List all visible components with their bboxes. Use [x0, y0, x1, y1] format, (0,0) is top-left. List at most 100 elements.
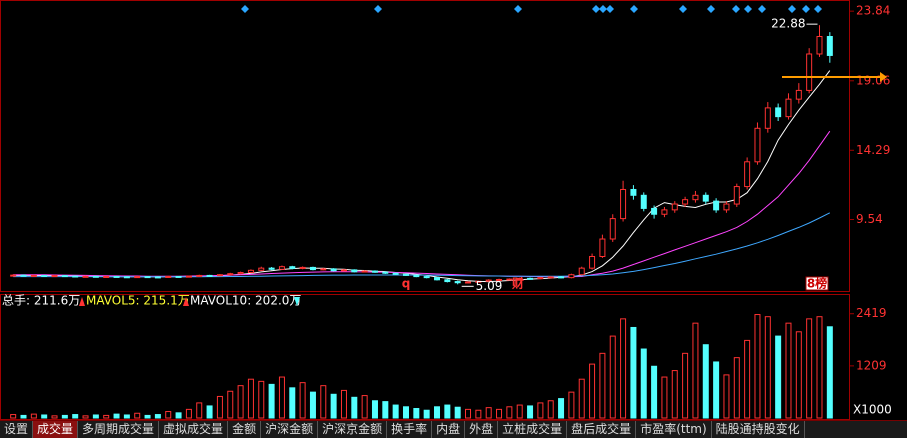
tab[interactable]: 立桩成交量	[498, 421, 568, 438]
event-diamond	[630, 5, 638, 13]
y-tick-label: 2419	[856, 306, 887, 320]
candle-body	[682, 199, 689, 205]
tab[interactable]: 多周期成交量	[78, 421, 160, 438]
candle-body	[227, 273, 234, 276]
volume-bar	[775, 335, 782, 419]
annotation-box	[805, 276, 829, 291]
event-diamond	[606, 5, 614, 13]
candle-body	[444, 279, 451, 283]
volume-bar	[299, 382, 306, 419]
volume-legend: MAVOL10: 202.0万	[190, 294, 301, 308]
tab[interactable]: 市盈率(ttm)	[636, 421, 712, 438]
event-diamond	[758, 5, 766, 13]
y-tick-label: 9.54	[856, 212, 883, 226]
volume-bar	[196, 402, 203, 419]
candle-body	[206, 274, 213, 277]
candle-body	[723, 203, 730, 211]
volume-bar	[216, 395, 223, 419]
candle-body	[10, 274, 17, 277]
event-diamond	[592, 5, 600, 13]
candle-body	[423, 276, 430, 279]
candle-body	[30, 274, 37, 277]
candle-body	[361, 270, 368, 273]
volume-bar	[258, 380, 265, 419]
candle-body	[795, 89, 802, 100]
volume-bar	[558, 398, 565, 419]
tab[interactable]: 外盘	[465, 421, 499, 438]
tab[interactable]: 盘后成交量	[567, 421, 637, 438]
candle-body	[382, 271, 389, 274]
tab[interactable]: 成交量	[33, 421, 79, 438]
candle-body	[475, 280, 482, 283]
candle-body	[258, 267, 265, 271]
tab[interactable]: 虚拟成交量	[159, 421, 229, 438]
volume-bar	[320, 385, 327, 419]
candle-body	[537, 277, 544, 280]
volume-bar	[206, 405, 213, 419]
candle-body	[237, 272, 244, 275]
y-tick-label: 14.29	[856, 143, 890, 157]
volume-bar	[630, 326, 637, 419]
volume-bar	[175, 412, 182, 419]
volume-bar	[826, 326, 833, 419]
volume-bar	[640, 348, 647, 419]
volume-bar	[651, 365, 658, 419]
tab-bar: 设置 成交量 多周期成交量 虚拟成交量 金额 沪深金额 沪深京金额 换手率 内盘 外盘 立桩成交量盘…	[0, 420, 907, 438]
volume-bar	[516, 404, 523, 419]
volume-bar	[506, 406, 513, 419]
event-diamond	[374, 5, 382, 13]
tab[interactable]: 设置	[0, 421, 34, 438]
candle-body	[402, 273, 409, 276]
volume-bar	[754, 314, 761, 419]
volume-bar	[392, 404, 399, 419]
candle-body	[247, 269, 254, 274]
candle-body	[330, 268, 337, 272]
candle-body	[806, 53, 813, 91]
chart: 9.54 14.29 19.06 23.84 22.88 5.09 q 财 8榜 1209 2419…	[0, 0, 892, 420]
tab[interactable]: 换手率	[387, 421, 433, 438]
candle-body	[289, 266, 296, 269]
volume-bar	[103, 414, 110, 419]
volume-bar	[278, 376, 285, 419]
candle-body	[51, 275, 58, 278]
candle-body	[589, 255, 596, 269]
event-diamond	[514, 5, 522, 13]
candle-body	[20, 274, 27, 277]
volume-bar	[527, 405, 534, 419]
volume-bar	[537, 402, 544, 419]
volume-bar	[185, 408, 192, 419]
volume-bar	[816, 316, 823, 419]
drawn-arrowhead	[880, 72, 887, 82]
volume-bar	[465, 408, 472, 419]
axis-unit: X1000	[853, 403, 892, 417]
volume-bar	[547, 400, 554, 419]
event-diamond	[744, 5, 752, 13]
volume-bar	[82, 415, 89, 419]
tab[interactable]: 金额	[228, 421, 262, 438]
volume-bar	[123, 414, 130, 419]
marks: 9.54 14.29 19.06 23.84 22.88 5.09 q 财 8榜 1209 2419…	[2, 4, 892, 419]
tab[interactable]: 沪深金额	[261, 421, 319, 438]
candle-body	[527, 277, 534, 280]
moving-average-line	[13, 70, 831, 283]
volume-bar	[413, 408, 420, 419]
tab[interactable]: 陆股通持股变化	[712, 421, 805, 438]
volume-bar	[402, 406, 409, 419]
candle-body	[785, 98, 792, 118]
volume-bar	[671, 370, 678, 419]
candle-body	[671, 203, 678, 211]
event-diamond	[599, 5, 607, 13]
event-annotation: 8榜	[807, 276, 827, 291]
candle-body	[175, 275, 182, 278]
tab[interactable]: 内盘	[432, 421, 466, 438]
event-diamond	[707, 5, 715, 13]
candle-body	[113, 275, 120, 278]
volume-bar	[589, 363, 596, 419]
tab[interactable]: 沪深京金额	[318, 421, 388, 438]
volume-bar	[113, 413, 120, 419]
volume-bar	[340, 389, 347, 419]
volume-bar	[444, 404, 451, 419]
volume-bar	[692, 322, 699, 419]
volume-bar	[578, 378, 585, 419]
